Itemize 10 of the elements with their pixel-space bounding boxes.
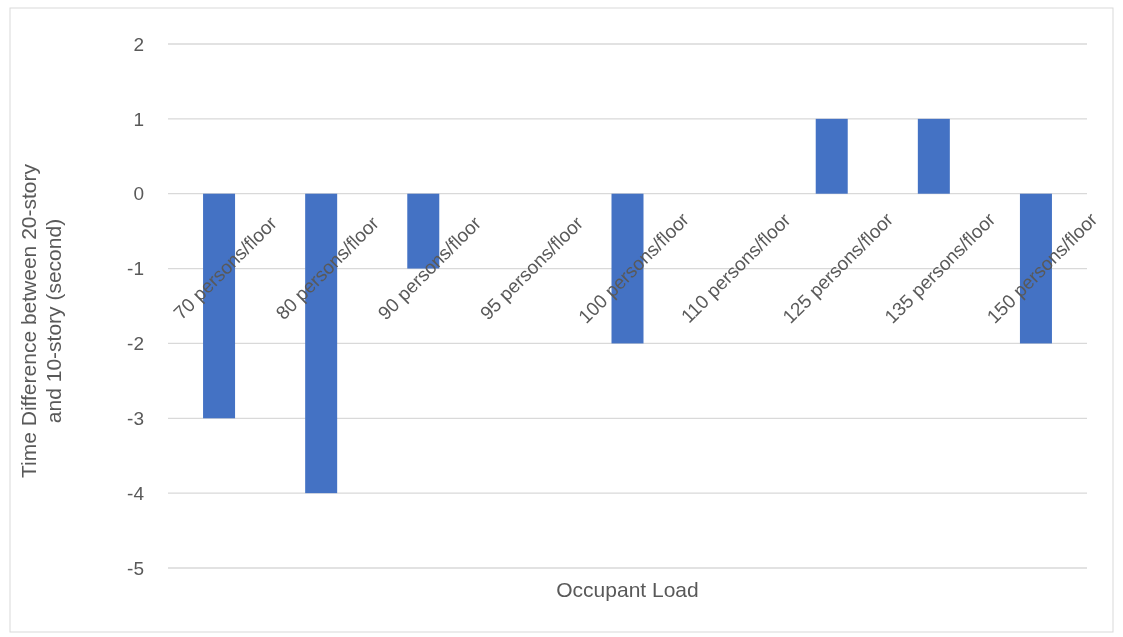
y-tick-label: 0 <box>133 183 144 205</box>
y-tick-label: -4 <box>127 482 145 504</box>
x-axis-title: Occupant Load <box>556 578 699 601</box>
y-tick-label: -2 <box>127 333 144 355</box>
y-tick-label: -3 <box>127 407 144 429</box>
y-tick-label: -5 <box>127 557 144 579</box>
y-tick-label: 2 <box>133 33 144 55</box>
y-axis-title: Time Difference between 20-story and 10-story (second) <box>17 163 65 478</box>
y-tick-label: -1 <box>127 258 144 280</box>
y-tick-label: 1 <box>133 108 144 130</box>
